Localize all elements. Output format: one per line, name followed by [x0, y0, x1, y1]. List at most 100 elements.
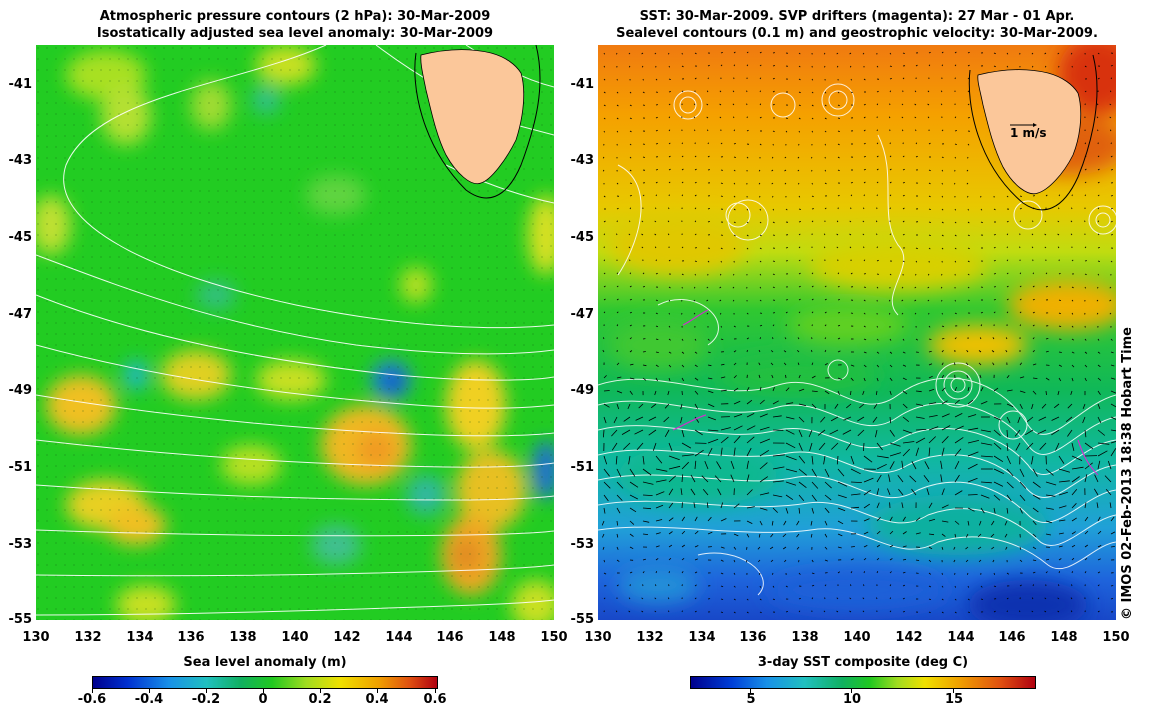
velocity-arrow	[603, 559, 605, 563]
velocity-arrow	[733, 546, 737, 550]
velocity-arrow	[796, 520, 800, 526]
velocity-arrow	[902, 403, 908, 409]
velocity-arrow	[1097, 584, 1100, 587]
velocity-arrow	[928, 375, 933, 379]
velocity-arrow	[772, 273, 775, 276]
velocity-arrow	[843, 416, 852, 421]
velocity-arrow	[1070, 390, 1073, 396]
velocity-arrow	[746, 436, 755, 444]
velocity-arrow	[849, 597, 852, 600]
right-title-line1: SST: 30-Mar-2009. SVP drifters (magenta)…	[639, 9, 1075, 24]
velocity-arrow	[941, 572, 943, 575]
velocity-arrow	[902, 220, 905, 223]
velocity-arrow	[602, 533, 605, 538]
velocity-arrow	[967, 585, 970, 588]
velocity-arrow	[759, 585, 761, 588]
velocity-arrow	[902, 338, 905, 341]
velocity-arrow	[915, 532, 921, 535]
velocity-arrow	[668, 286, 671, 289]
velocity-arrow	[876, 155, 879, 158]
velocity-arrow	[668, 65, 670, 68]
velocity-arrow	[978, 559, 982, 563]
velocity-arrow	[941, 546, 944, 550]
velocity-arrow	[824, 130, 827, 133]
velocity-arrow	[928, 195, 931, 198]
sst-cb-tick: 5	[746, 692, 756, 707]
sea-level-anomaly-map[interactable]	[36, 45, 554, 620]
velocity-arrow	[798, 610, 801, 613]
velocity-arrow	[1110, 429, 1116, 432]
velocity-arrow	[733, 362, 737, 366]
velocity-arrow	[967, 520, 970, 526]
anomaly-cb-tick-mark	[92, 689, 93, 693]
left-x-tick: 134	[126, 630, 154, 645]
velocity-arrow	[941, 387, 946, 392]
velocity-arrow	[694, 571, 698, 574]
velocity-arrow	[980, 221, 983, 224]
velocity-arrow	[1032, 377, 1038, 379]
velocity-arrow	[863, 194, 865, 197]
velocity-arrow	[1084, 181, 1087, 184]
velocity-arrow	[720, 559, 724, 562]
sst-map[interactable]: 1 m/s	[598, 45, 1116, 620]
velocity-arrow	[652, 442, 657, 451]
velocity-arrow	[681, 429, 685, 438]
velocity-arrow	[730, 474, 735, 483]
velocity-arrow	[655, 259, 657, 262]
velocity-arrow	[746, 312, 749, 315]
velocity-arrow	[1051, 429, 1060, 436]
velocity-arrow	[811, 468, 817, 477]
velocity-arrow	[1097, 558, 1101, 561]
velocity-arrow	[798, 272, 801, 275]
velocity-arrow	[707, 416, 717, 421]
velocity-arrow	[965, 546, 969, 550]
velocity-arrow	[1097, 207, 1100, 210]
velocity-arrow	[887, 488, 891, 496]
velocity-arrow	[1071, 466, 1084, 470]
velocity-arrow	[746, 208, 749, 211]
velocity-arrow	[629, 546, 634, 550]
velocity-arrow	[1006, 597, 1009, 600]
velocity-arrow	[1067, 403, 1073, 409]
velocity-arrow	[811, 78, 814, 81]
velocity-arrow	[850, 390, 852, 396]
velocity-arrow	[1032, 559, 1037, 561]
velocity-arrow	[928, 546, 933, 550]
left-y-tick: -45	[8, 230, 33, 245]
velocity-arrow	[655, 455, 663, 464]
velocity-arrow	[668, 351, 672, 354]
velocity-arrow	[707, 155, 710, 158]
velocity-arrow	[1110, 403, 1116, 408]
velocity-arrow	[798, 130, 800, 133]
left-x-tick: 146	[436, 630, 464, 645]
velocity-arrow	[629, 324, 632, 327]
velocity-arrow	[967, 143, 970, 146]
velocity-arrow	[642, 156, 646, 158]
velocity-arrow	[993, 429, 1001, 437]
velocity-arrow	[702, 488, 709, 496]
velocity-arrow	[616, 494, 623, 501]
velocity-arrow	[1019, 285, 1022, 288]
velocity-arrow	[733, 375, 737, 379]
velocity-arrow	[732, 286, 735, 289]
velocity-arrow	[720, 376, 726, 379]
velocity-arrow	[1093, 488, 1099, 496]
velocity-arrow	[1057, 220, 1060, 223]
velocity-arrow	[603, 220, 606, 223]
velocity-arrow	[733, 325, 736, 328]
velocity-arrow	[990, 533, 995, 538]
velocity-arrow	[811, 572, 815, 575]
velocity-arrow	[1006, 311, 1009, 314]
velocity-arrow	[889, 246, 892, 249]
velocity-arrow	[1071, 377, 1074, 382]
velocity-arrow	[758, 362, 761, 366]
sst-cb-tick: 10	[842, 692, 862, 707]
velocity-arrow	[664, 403, 670, 409]
velocity-arrow	[1058, 558, 1062, 561]
velocity-arrow	[889, 452, 902, 457]
velocity-arrow	[980, 387, 984, 392]
velocity-arrow	[850, 571, 853, 574]
velocity-arrow	[1032, 533, 1037, 538]
velocity-arrow	[628, 610, 631, 613]
velocity-arrow	[824, 65, 826, 68]
